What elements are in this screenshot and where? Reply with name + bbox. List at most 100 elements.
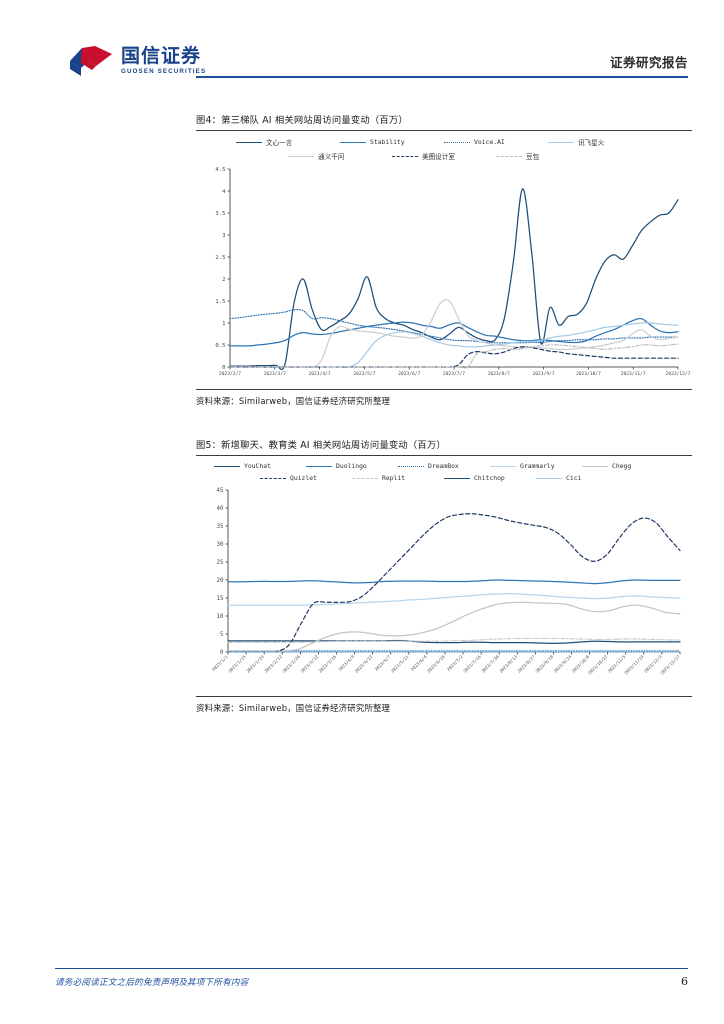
svg-text:2023/4/23: 2023/4/23 (354, 654, 374, 674)
figure-4: 图4：第三梯队 AI 相关网站周访问量变动（百万） 文心一言 Stability V… (196, 112, 692, 407)
svg-text:20: 20 (217, 578, 224, 584)
legend-label: 讯飞星火 (578, 139, 605, 147)
figure-4-legend: 文心一言 Stability Voice.AI 讯飞星火 通义千问 美图设计室 豆包 (196, 131, 692, 163)
svg-text:5: 5 (220, 632, 224, 638)
legend-item-豆包: 豆包 (496, 151, 600, 161)
series-line-grammarly (227, 593, 681, 606)
legend-label: Replit (382, 474, 406, 482)
figure-4-plot: 0 0.5 1 1.5 2 2.5 3 3.5 4 4.5 2023/2/7 2023/3/7 2023… (196, 163, 692, 389)
legend-label: Cici (566, 474, 582, 482)
svg-text:4: 4 (222, 189, 226, 195)
legend-swatch-icon (398, 465, 424, 467)
page-header: 国信证券 GUOSEN SECURITIES 证券研究报告 (0, 0, 724, 96)
series-line-chegg (227, 601, 681, 652)
figure-5-plot: 0 5 10 15 20 25 30 35 40 45 2023/1/1 2023/1/15 2023/… (196, 484, 692, 696)
figure-4-body: 文心一言 Stability Voice.AI 讯飞星火 通义千问 美图设计室 豆包 0 0.… (196, 131, 692, 390)
svg-text:2023/3/12: 2023/3/12 (300, 654, 320, 674)
figure-4-source: 资料来源：Similarweb，国信证券经济研究所整理 (196, 396, 391, 406)
legend-swatch-icon (352, 477, 378, 479)
legend-item-讯飞星火: 讯飞星火 (548, 137, 652, 147)
legend-swatch-icon (548, 141, 574, 143)
legend-swatch-icon (490, 465, 516, 467)
svg-text:2023/11/19: 2023/11/19 (623, 654, 645, 676)
svg-text:2023/5/7: 2023/5/7 (353, 371, 375, 377)
svg-text:0: 0 (220, 650, 224, 656)
legend-item-chitchop: Chitchop (444, 474, 536, 482)
footer-disclaimer: 请务必阅读正文之后的免责声明及其项下所有内容 (55, 978, 249, 988)
legend-label: YouChat (244, 462, 271, 470)
legend-label: 通义千问 (318, 153, 345, 161)
figure-5-body: YouChat Duolingo DreamBox Grammarly Chegg Qui… (196, 456, 692, 697)
legend-swatch-icon (444, 477, 470, 479)
legend-item-grammarly: Grammarly (490, 462, 582, 470)
svg-text:35: 35 (217, 524, 224, 530)
footer-page-number: 6 (681, 975, 688, 988)
series-line-replit (227, 637, 681, 643)
svg-text:2023/5/7: 2023/5/7 (374, 654, 392, 672)
svg-text:2023/6/18: 2023/6/18 (426, 654, 446, 674)
svg-text:1: 1 (222, 321, 225, 327)
figure-5: 图5：新增聊天、教育类 AI 相关网站周访问量变动（百万） YouChat Duo… (196, 437, 692, 714)
figure-5-title-divider (196, 455, 692, 456)
svg-text:4.5: 4.5 (215, 167, 225, 173)
legend-item-replit: Replit (352, 474, 444, 482)
legend-swatch-icon (536, 477, 562, 479)
legend-item-美图设计室: 美图设计室 (392, 151, 496, 161)
legend-label: Stability (370, 138, 405, 146)
svg-text:2023/1/1: 2023/1/1 (211, 654, 229, 672)
legend-item-stability: Stability (340, 137, 444, 147)
legend-label: Chitchop (474, 474, 505, 482)
svg-text:2023/7/7: 2023/7/7 (443, 371, 465, 377)
legend-swatch-icon (444, 141, 470, 143)
svg-text:3.5: 3.5 (215, 211, 225, 217)
svg-text:2: 2 (222, 277, 225, 283)
legend-swatch-icon (496, 155, 522, 157)
page-footer: 请务必阅读正文之后的免责声明及其项下所有内容 6 (55, 967, 688, 988)
legend-label: Chegg (612, 462, 632, 470)
legend-item-youchat: YouChat (214, 462, 306, 470)
svg-text:2023/5/21: 2023/5/21 (390, 654, 410, 674)
svg-text:2023/9/10: 2023/9/10 (535, 654, 555, 674)
svg-text:0.5: 0.5 (215, 343, 225, 349)
svg-text:2023/7/30: 2023/7/30 (480, 654, 500, 674)
legend-item-quizlet: Quizlet (260, 474, 352, 482)
svg-text:1.5: 1.5 (215, 299, 225, 305)
legend-label: 文心一言 (266, 139, 293, 147)
svg-text:2023/2/12: 2023/2/12 (263, 654, 283, 674)
svg-text:2023/11/7: 2023/11/7 (621, 371, 646, 377)
svg-text:0: 0 (222, 365, 225, 371)
legend-swatch-icon (392, 155, 418, 157)
legend-label: DreamBox (428, 462, 459, 470)
series-line-stability (229, 317, 679, 347)
series-line-duolingo (227, 579, 681, 585)
legend-item-dreambox: DreamBox (398, 462, 490, 470)
svg-text:2023/7/16: 2023/7/16 (462, 654, 482, 674)
svg-text:15: 15 (217, 596, 224, 602)
svg-text:2023/2/7: 2023/2/7 (219, 371, 241, 377)
figure-4-title: 图4：第三梯队 AI 相关网站周访问量变动（百万） (196, 115, 408, 126)
figure-5-title: 图5：新增聊天、教育类 AI 相关网站周访问量变动（百万） (196, 440, 446, 451)
svg-text:2023/12/17: 2023/12/17 (659, 654, 681, 676)
svg-text:2023/8/13: 2023/8/13 (498, 654, 518, 674)
legend-item-文心一言: 文心一言 (236, 137, 340, 147)
svg-text:2023/10/7: 2023/10/7 (576, 371, 601, 377)
legend-label: Duolingo (336, 462, 367, 470)
svg-text:2023/6/7: 2023/6/7 (398, 371, 420, 377)
svg-text:25: 25 (217, 560, 224, 566)
svg-text:2023/1/15: 2023/1/15 (227, 654, 247, 674)
svg-text:2023/3/26: 2023/3/26 (318, 654, 338, 674)
legend-swatch-icon (214, 465, 240, 467)
series-line-voice.ai (229, 308, 679, 344)
svg-text:2023/7/2: 2023/7/2 (446, 654, 464, 672)
svg-text:30: 30 (217, 542, 224, 548)
svg-text:3: 3 (222, 233, 225, 239)
legend-swatch-icon (340, 141, 366, 143)
svg-text:2.5: 2.5 (215, 255, 225, 261)
svg-text:2023/9/24: 2023/9/24 (553, 654, 573, 674)
legend-item-duolingo: Duolingo (306, 462, 398, 470)
footer-divider (55, 967, 688, 969)
brand-name-en: GUOSEN SECURITIES (121, 67, 207, 75)
figure-5-source: 资料来源：Similarweb，国信证券经济研究所整理 (196, 703, 391, 713)
guosen-logo-icon (68, 44, 114, 78)
